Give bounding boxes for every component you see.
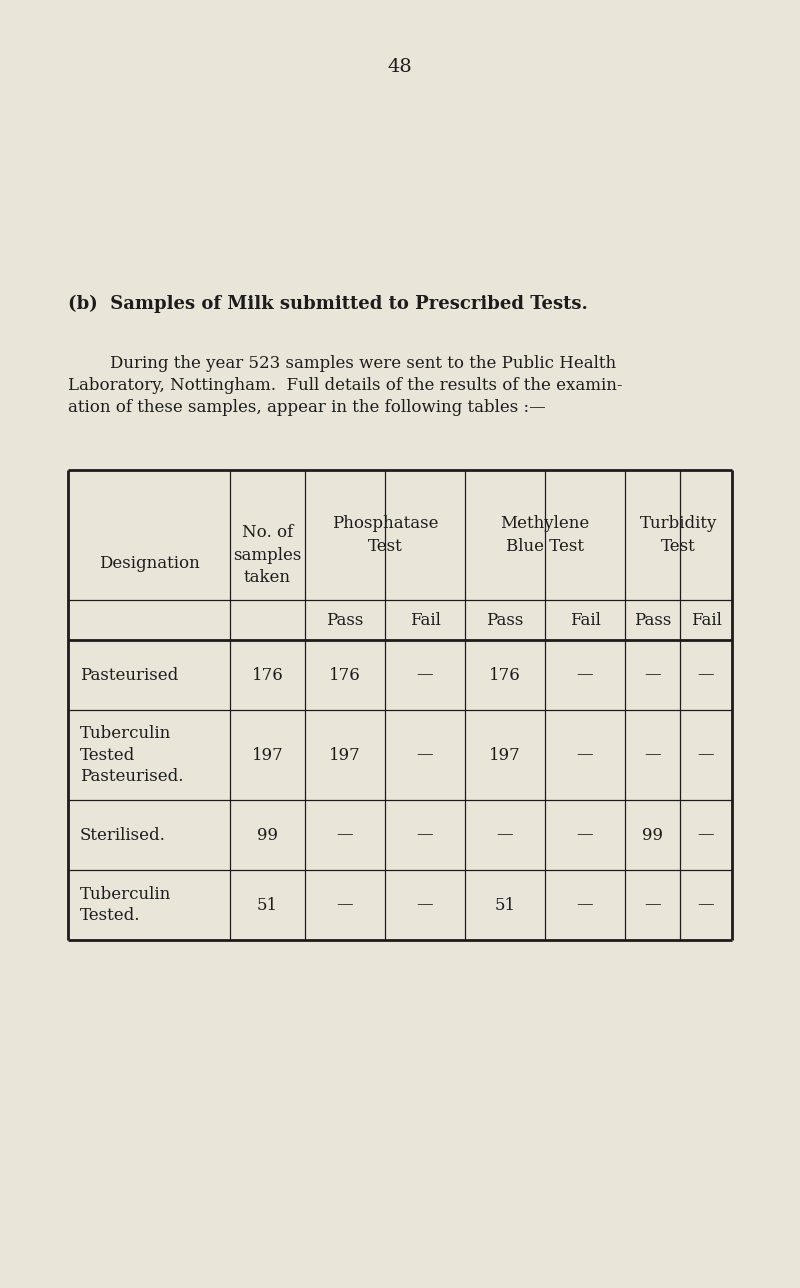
Text: —: — [644, 666, 661, 684]
Text: No. of
samples
taken: No. of samples taken [234, 524, 302, 586]
Text: During the year 523 samples were sent to the Public Health: During the year 523 samples were sent to… [68, 355, 616, 372]
Text: 176: 176 [329, 666, 361, 684]
Text: —: — [417, 896, 434, 913]
Text: —: — [577, 747, 594, 764]
Text: 51: 51 [257, 896, 278, 913]
Text: —: — [644, 747, 661, 764]
Text: —: — [698, 747, 714, 764]
Text: 176: 176 [252, 666, 283, 684]
Text: Pass: Pass [634, 612, 671, 629]
Text: —: — [497, 827, 514, 844]
Text: Pasteurised: Pasteurised [80, 666, 178, 684]
Text: —: — [577, 827, 594, 844]
Text: 48: 48 [388, 58, 412, 76]
Text: —: — [698, 827, 714, 844]
Text: 99: 99 [257, 827, 278, 844]
Text: Designation: Designation [98, 555, 199, 572]
Text: Fail: Fail [570, 612, 601, 629]
Text: 176: 176 [489, 666, 521, 684]
Text: —: — [577, 896, 594, 913]
Text: 197: 197 [252, 747, 283, 764]
Text: —: — [644, 896, 661, 913]
Text: Methylene
Blue Test: Methylene Blue Test [500, 515, 590, 555]
Text: —: — [698, 896, 714, 913]
Text: —: — [337, 827, 354, 844]
Text: Fail: Fail [410, 612, 441, 629]
Text: —: — [417, 827, 434, 844]
Text: 99: 99 [642, 827, 663, 844]
Text: (b)  Samples of Milk submitted to Prescribed Tests.: (b) Samples of Milk submitted to Prescri… [68, 295, 588, 313]
Text: Tuberculin
Tested
Pasteurised.: Tuberculin Tested Pasteurised. [80, 725, 183, 786]
Text: Tuberculin
Tested.: Tuberculin Tested. [80, 886, 171, 925]
Text: Pass: Pass [486, 612, 524, 629]
Text: 197: 197 [489, 747, 521, 764]
Text: Pass: Pass [326, 612, 364, 629]
Text: Sterilised.: Sterilised. [80, 827, 166, 844]
Text: —: — [417, 747, 434, 764]
Text: ation of these samples, appear in the following tables :—: ation of these samples, appear in the fo… [68, 399, 546, 416]
Text: Turbidity
Test: Turbidity Test [640, 515, 717, 555]
Text: 51: 51 [494, 896, 515, 913]
Text: —: — [337, 896, 354, 913]
Text: —: — [698, 666, 714, 684]
Text: —: — [577, 666, 594, 684]
Text: Phosphatase
Test: Phosphatase Test [332, 515, 438, 555]
Text: Laboratory, Nottingham.  Full details of the results of the examin-: Laboratory, Nottingham. Full details of … [68, 377, 622, 394]
Text: Fail: Fail [690, 612, 722, 629]
Text: —: — [417, 666, 434, 684]
Text: 197: 197 [329, 747, 361, 764]
